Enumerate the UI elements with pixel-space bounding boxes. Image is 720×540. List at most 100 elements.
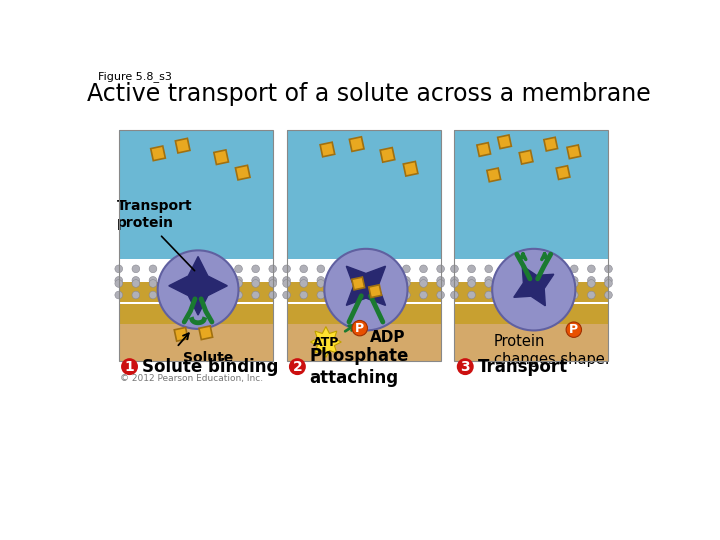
- Circle shape: [334, 291, 342, 299]
- Circle shape: [317, 265, 325, 273]
- Circle shape: [149, 291, 157, 299]
- Circle shape: [369, 280, 376, 287]
- Bar: [519, 150, 533, 164]
- Polygon shape: [168, 256, 228, 315]
- Circle shape: [115, 276, 122, 284]
- Circle shape: [351, 276, 359, 284]
- Bar: [176, 138, 190, 153]
- Circle shape: [451, 280, 459, 287]
- Text: 3: 3: [460, 360, 470, 374]
- Circle shape: [519, 265, 527, 273]
- Circle shape: [184, 265, 191, 273]
- Circle shape: [269, 280, 276, 287]
- Circle shape: [149, 265, 157, 273]
- Circle shape: [300, 276, 307, 284]
- Circle shape: [437, 265, 444, 273]
- Circle shape: [217, 291, 225, 299]
- Text: 1: 1: [125, 360, 135, 374]
- Bar: [287, 130, 441, 259]
- Text: P: P: [355, 322, 364, 335]
- Text: 2: 2: [292, 360, 302, 374]
- Circle shape: [252, 276, 259, 284]
- Circle shape: [217, 276, 225, 284]
- Bar: [403, 161, 418, 176]
- Circle shape: [300, 291, 307, 299]
- Circle shape: [385, 265, 393, 273]
- Circle shape: [588, 280, 595, 287]
- Circle shape: [468, 291, 475, 299]
- Circle shape: [235, 276, 243, 284]
- Circle shape: [269, 265, 276, 273]
- Circle shape: [149, 276, 157, 284]
- Circle shape: [402, 280, 410, 287]
- Bar: [454, 282, 608, 302]
- Circle shape: [184, 291, 191, 299]
- Circle shape: [468, 276, 475, 284]
- Circle shape: [166, 280, 174, 287]
- Text: P: P: [570, 323, 578, 336]
- Circle shape: [385, 276, 393, 284]
- Bar: [498, 135, 511, 148]
- Ellipse shape: [324, 249, 408, 330]
- Circle shape: [352, 320, 367, 336]
- Bar: [150, 146, 166, 161]
- Bar: [567, 145, 580, 159]
- Bar: [477, 143, 490, 157]
- Ellipse shape: [158, 251, 238, 329]
- Text: Figure 5.8_s3: Figure 5.8_s3: [98, 71, 172, 82]
- Circle shape: [334, 265, 342, 273]
- Circle shape: [570, 276, 578, 284]
- Circle shape: [553, 280, 561, 287]
- Circle shape: [420, 291, 428, 299]
- Circle shape: [369, 276, 376, 284]
- Circle shape: [200, 265, 208, 273]
- Circle shape: [451, 291, 459, 299]
- Circle shape: [200, 280, 208, 287]
- Circle shape: [605, 280, 612, 287]
- Circle shape: [536, 276, 544, 284]
- Text: Solute binding: Solute binding: [142, 357, 278, 376]
- Bar: [544, 137, 557, 151]
- Circle shape: [437, 280, 444, 287]
- Bar: [369, 285, 382, 298]
- Circle shape: [605, 291, 612, 299]
- Circle shape: [536, 265, 544, 273]
- Circle shape: [605, 276, 612, 284]
- Polygon shape: [514, 266, 554, 306]
- Circle shape: [502, 280, 510, 287]
- Circle shape: [121, 358, 138, 375]
- Circle shape: [369, 265, 376, 273]
- Circle shape: [132, 280, 140, 287]
- Circle shape: [468, 265, 475, 273]
- Circle shape: [300, 280, 307, 287]
- Bar: [454, 305, 608, 361]
- Circle shape: [570, 265, 578, 273]
- Circle shape: [451, 265, 459, 273]
- Circle shape: [605, 265, 612, 273]
- Circle shape: [283, 291, 290, 299]
- Circle shape: [252, 291, 259, 299]
- Circle shape: [235, 265, 243, 273]
- Circle shape: [269, 276, 276, 284]
- Bar: [320, 142, 335, 157]
- Circle shape: [317, 280, 325, 287]
- Circle shape: [184, 280, 191, 287]
- Circle shape: [502, 265, 510, 273]
- Circle shape: [132, 265, 140, 273]
- Polygon shape: [310, 327, 341, 357]
- Bar: [174, 327, 188, 341]
- Circle shape: [132, 291, 140, 299]
- Circle shape: [334, 276, 342, 284]
- Circle shape: [269, 291, 276, 299]
- Circle shape: [588, 276, 595, 284]
- Circle shape: [300, 265, 307, 273]
- Circle shape: [369, 291, 376, 299]
- Circle shape: [385, 291, 393, 299]
- Circle shape: [536, 280, 544, 287]
- Bar: [235, 165, 250, 180]
- Circle shape: [553, 291, 561, 299]
- Circle shape: [283, 265, 290, 273]
- Bar: [380, 147, 395, 162]
- Circle shape: [166, 291, 174, 299]
- Circle shape: [519, 291, 527, 299]
